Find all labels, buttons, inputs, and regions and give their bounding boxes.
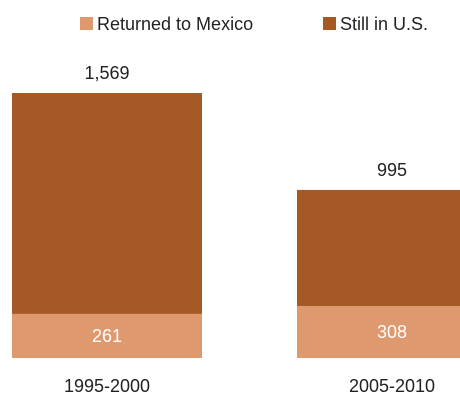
returned-value-label-1995-2000: 261 (92, 326, 122, 346)
legend-label-returned: Returned to Mexico (97, 14, 253, 34)
bar-still-2005-2010 (297, 189, 460, 306)
total-label-2005-2010: 995 (377, 160, 407, 180)
legend-swatch-still (323, 17, 336, 30)
bar-still-1995-2000 (12, 93, 202, 314)
category-label-1995-2000: 1995-2000 (64, 376, 150, 396)
legend-label-still: Still in U.S. (340, 14, 428, 34)
bar-returned-2005-2010 (297, 305, 460, 358)
legend-swatch-returned (80, 17, 93, 30)
bars-group (12, 93, 460, 358)
category-label-2005-2010: 2005-2010 (349, 376, 435, 396)
returned-value-label-2005-2010: 308 (377, 322, 407, 342)
labels-group: 1,569 261 1995-2000 995 308 2005-2010 (64, 63, 435, 396)
legend: Returned to Mexico Still in U.S. (80, 14, 428, 34)
bar-returned-1995-2000 (12, 313, 202, 358)
total-label-1995-2000: 1,569 (84, 63, 129, 83)
